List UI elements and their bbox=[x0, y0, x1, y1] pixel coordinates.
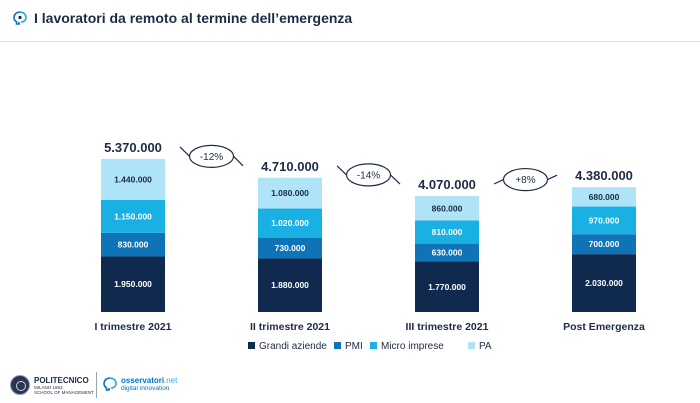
segment-value-label: 680.000 bbox=[589, 192, 620, 202]
connector-line bbox=[493, 179, 504, 185]
bar-segment bbox=[572, 206, 636, 235]
total-label: 5.370.000 bbox=[104, 140, 162, 155]
osservatori-logo: osservatori .net digital innovation bbox=[102, 374, 202, 398]
bar-segment bbox=[101, 256, 165, 312]
segment-value-label: 1.770.000 bbox=[428, 282, 466, 292]
osservatori-tagline: digital innovation bbox=[121, 385, 170, 392]
change-label: -12% bbox=[200, 152, 223, 163]
legend-swatch bbox=[370, 342, 377, 349]
stacked-bar-chart: -12% -14% +8% 1.950.000 830.000 1.150.000 1.4… bbox=[94, 140, 645, 352]
bar-segment bbox=[572, 234, 636, 255]
brain-icon bbox=[13, 11, 27, 25]
change-connectors-layer: -12% -14% +8% bbox=[179, 144, 558, 192]
legend-label: PA bbox=[479, 341, 492, 352]
legend-label: Micro imprese bbox=[381, 341, 444, 352]
legend-swatch bbox=[334, 342, 341, 349]
connector-line bbox=[179, 146, 190, 157]
segment-value-label: 1.150.000 bbox=[114, 211, 152, 221]
legend-label: Grandi aziende bbox=[259, 341, 327, 352]
total-label: 4.380.000 bbox=[575, 168, 633, 183]
polimi-logo: POLITECNICO MILANO 1863 SCHOOL OF MANAGE… bbox=[10, 374, 100, 398]
connector-line bbox=[547, 174, 558, 181]
legend-label: PMI bbox=[345, 341, 363, 352]
connector-line bbox=[390, 174, 401, 185]
slide-header: I lavoratori da remoto al termine dell’e… bbox=[0, 0, 700, 42]
polimi-name: POLITECNICO bbox=[34, 376, 89, 385]
segment-value-label: 1.440.000 bbox=[114, 174, 152, 184]
change-pill bbox=[502, 167, 549, 192]
bar-segment bbox=[572, 187, 636, 207]
bar-segment bbox=[415, 196, 479, 221]
segment-value-label: 2.030.000 bbox=[585, 278, 623, 288]
bar-segment bbox=[101, 199, 165, 233]
bar-segment bbox=[101, 158, 165, 200]
bar-segment bbox=[258, 177, 322, 209]
connector-line bbox=[233, 155, 244, 167]
segment-value-label: 1.080.000 bbox=[271, 188, 309, 198]
segment-value-label: 700.000 bbox=[589, 239, 620, 249]
bar-segment bbox=[258, 258, 322, 312]
bar-segment bbox=[415, 243, 479, 262]
segment-value-label: 1.950.000 bbox=[114, 279, 152, 289]
brain-icon bbox=[103, 377, 117, 391]
polimi-city: MILANO 1863 bbox=[34, 385, 63, 390]
segment-value-label: 1.880.000 bbox=[271, 280, 309, 290]
segment-value-label: 810.000 bbox=[432, 227, 463, 237]
bar-segment bbox=[415, 261, 479, 312]
university-seal-icon bbox=[10, 375, 30, 395]
change-label: +8% bbox=[515, 175, 535, 186]
bar-segment bbox=[258, 208, 322, 238]
legend: Grandi aziende PMI Micro imprese PA bbox=[248, 341, 492, 352]
bar-segment bbox=[572, 254, 636, 312]
bar-segment bbox=[415, 220, 479, 244]
total-label: 4.070.000 bbox=[418, 177, 476, 192]
total-label: 4.710.000 bbox=[261, 159, 319, 174]
legend-swatch bbox=[468, 342, 475, 349]
connector-line bbox=[336, 165, 347, 176]
segment-value-label: 830.000 bbox=[118, 240, 149, 250]
segment-value-label: 630.000 bbox=[432, 248, 463, 258]
osservatori-name: osservatori bbox=[121, 376, 165, 385]
labels-layer: 1.950.000 830.000 1.150.000 1.440.000 5.370.… bbox=[94, 140, 645, 333]
segment-value-label: 1.020.000 bbox=[271, 218, 309, 228]
page-title: I lavoratori da remoto al termine dell’e… bbox=[34, 10, 353, 26]
category-label: Post Emergenza bbox=[563, 321, 645, 333]
osservatori-tld: .net bbox=[164, 376, 178, 385]
segment-value-label: 970.000 bbox=[589, 215, 620, 225]
legend-swatch bbox=[248, 342, 255, 349]
segment-value-label: 730.000 bbox=[275, 243, 306, 253]
change-pill bbox=[188, 144, 235, 168]
bars-layer bbox=[101, 158, 636, 312]
footer-divider bbox=[96, 372, 97, 398]
bar-segment bbox=[258, 237, 322, 259]
bar-segment bbox=[101, 232, 165, 257]
polimi-school: SCHOOL OF MANAGEMENT bbox=[34, 390, 94, 395]
change-pill bbox=[345, 163, 392, 187]
category-label: I trimestre 2021 bbox=[94, 321, 171, 333]
footer: POLITECNICO MILANO 1863 SCHOOL OF MANAGE… bbox=[0, 368, 700, 403]
segment-value-label: 860.000 bbox=[432, 203, 463, 213]
category-label: III trimestre 2021 bbox=[406, 321, 489, 333]
change-label: -14% bbox=[357, 170, 380, 181]
category-label: II trimestre 2021 bbox=[250, 321, 330, 333]
